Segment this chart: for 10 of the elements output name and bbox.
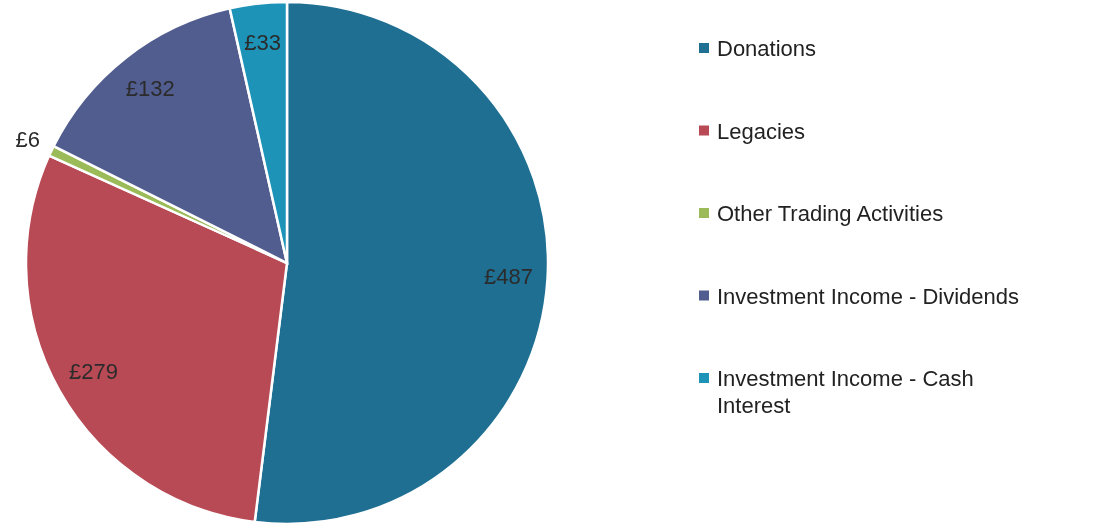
data-label: £6: [15, 127, 41, 153]
data-label: £487: [483, 264, 533, 290]
data-label: £33: [244, 30, 281, 56]
legend-label: Donations: [717, 35, 817, 61]
data-label: £132: [125, 75, 175, 101]
legend-label: Investment Income - Dividends: [717, 283, 1020, 308]
data-label: £279: [69, 359, 118, 385]
legend-label: Investment Income - Cash Interest: [717, 365, 974, 418]
legend-label: Legacies: [717, 118, 806, 143]
legend-label: Other Trading Activities: [717, 200, 944, 226]
